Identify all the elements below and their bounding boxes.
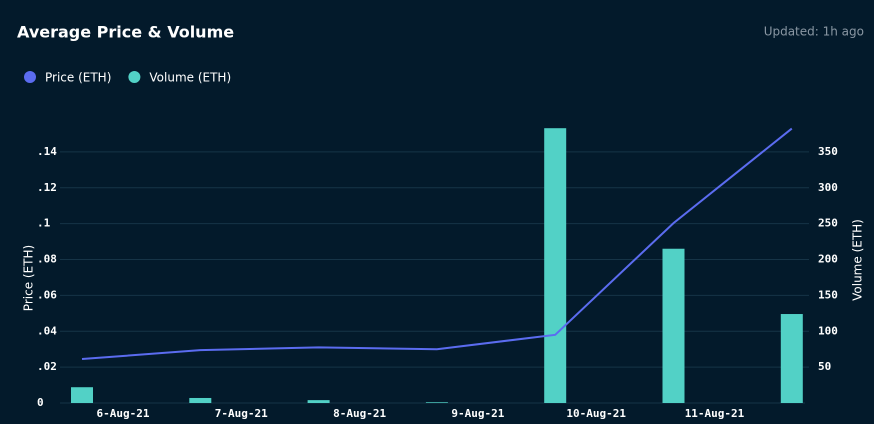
bar — [780, 314, 803, 403]
legend-marker — [128, 71, 141, 83]
bar — [307, 400, 330, 403]
x-tick-label: 10-Aug-21 — [566, 407, 626, 420]
x-tick-label: 9-Aug-21 — [451, 407, 504, 420]
y2-tick-label: 50 — [818, 360, 831, 373]
y-tick-label: 0 — [37, 396, 44, 409]
bar — [425, 402, 448, 403]
y-tick-label: .08 — [37, 253, 57, 266]
y-tick-label: .14 — [37, 145, 57, 158]
price-line — [81, 127, 793, 361]
x-tick-label: 8-Aug-21 — [333, 407, 386, 420]
legend-marker — [24, 71, 36, 83]
subtitle: Updated: 1h ago — [764, 25, 864, 39]
y-tick-label: .04 — [37, 324, 57, 337]
y2-tick-label: 150 — [818, 288, 838, 301]
y2-tick-label: 350 — [818, 145, 838, 158]
legend-label: Volume (ETH) — [149, 71, 231, 85]
bar — [544, 128, 567, 403]
x-tick-label: 6-Aug-21 — [97, 407, 150, 420]
y-tick-label: .06 — [37, 288, 57, 301]
legend-label: Price (ETH) — [45, 71, 111, 85]
x-tick-label: 11-Aug-21 — [685, 407, 745, 420]
y2-tick-label: 300 — [818, 181, 838, 194]
bar — [662, 248, 685, 403]
y2-tick-label: 200 — [818, 253, 838, 266]
y-tick-label: .12 — [37, 181, 57, 194]
bar — [71, 387, 93, 403]
bar — [189, 397, 212, 403]
y2-tick-label: 250 — [818, 217, 838, 230]
y-tick-label: .1 — [37, 217, 51, 230]
y2-axis-title: Volume (ETH) — [851, 219, 865, 301]
chart-title: Average Price & Volume — [17, 23, 234, 42]
x-tick-label: 7-Aug-21 — [215, 407, 268, 420]
y-tick-label: .02 — [37, 360, 57, 373]
y-axis-title: Price (ETH) — [22, 245, 36, 311]
y2-tick-label: 100 — [818, 324, 838, 337]
